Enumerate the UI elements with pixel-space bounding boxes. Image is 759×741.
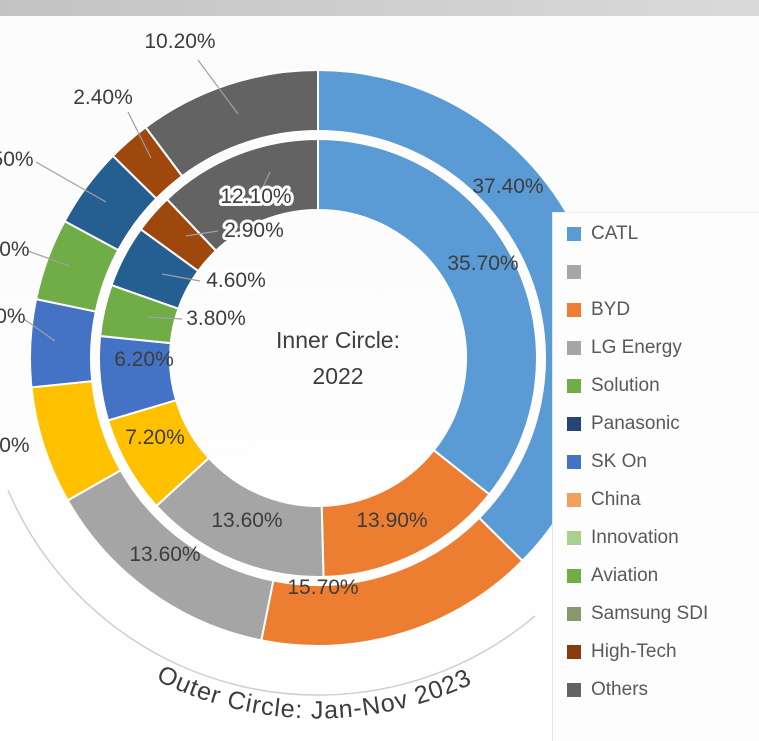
segment-inner-catl	[317, 138, 539, 496]
label-leader-line	[35, 161, 107, 203]
data-label-inner-china-innovation-aviation: 3.80%	[186, 307, 246, 330]
label-leader-line	[147, 316, 183, 320]
legend-item-solution: Solution	[567, 367, 759, 405]
legend-item-panasonic: Panasonic	[567, 405, 759, 443]
legend-label: Samsung SDI	[591, 603, 709, 624]
legend-swatch-icon	[567, 303, 581, 317]
legend-label: SK On	[591, 451, 647, 472]
data-label-inner-samsung-sdi: 4.60%	[206, 269, 266, 292]
legend-label: LG Energy	[591, 337, 682, 358]
legend-label: Aviation	[591, 565, 659, 586]
legend-item-others: Others	[567, 671, 759, 709]
data-label-inner-high-tech: 2.90%	[224, 219, 284, 242]
segment-outer-catl	[317, 69, 607, 562]
center-label: Inner Circle: 2022	[276, 323, 400, 394]
outer-ring-caption: Outer Circle: Jan-Nov 2023	[153, 660, 476, 725]
legend-label: CATL	[591, 223, 639, 244]
label-leader-line	[161, 273, 201, 282]
legend-swatch-icon	[567, 455, 581, 469]
data-label-outer-sk-on: 4.90%	[0, 305, 26, 328]
data-label-inner-sk-on: 6.20%	[114, 348, 174, 371]
label-leader-line	[261, 171, 271, 190]
segment-outer-sk-on	[29, 298, 97, 389]
legend-label: Innovation	[591, 527, 679, 548]
legend-swatch-icon	[567, 341, 581, 355]
legend-swatch-icon	[567, 417, 581, 431]
center-label-line1: Inner Circle:	[276, 326, 400, 353]
data-label-outer-lg-energy-solution: 13.60%	[129, 543, 200, 566]
photo-edge-strip	[0, 0, 759, 16]
legend-swatch-icon	[567, 531, 581, 545]
label-leader-line	[27, 250, 71, 267]
data-label-outer-catl: 37.40%	[472, 175, 543, 198]
legend-label: Solution	[591, 375, 660, 396]
legend-item-samsung-sdi: Samsung SDI	[567, 595, 759, 633]
label-leader-line	[23, 318, 56, 342]
legend-item-lg-energy: LG Energy	[567, 329, 759, 367]
legend-item-high-tech: High-Tech	[567, 633, 759, 671]
legend-item-innovation: Innovation	[567, 519, 759, 557]
data-label-outer-samsung-sdi: 4.50%	[0, 148, 34, 171]
label-leader-line	[197, 59, 239, 115]
data-label-inner-catl: 35.70%	[447, 252, 518, 275]
legend: CATL BYD LG Energy Solution Panasonic SK On Ch…	[552, 212, 759, 741]
legend-swatch-icon	[567, 683, 581, 697]
legend-item-china: China	[567, 481, 759, 519]
label-leader-line	[185, 230, 219, 237]
legend-label: High-Tech	[591, 641, 677, 662]
segment-outer-others	[144, 69, 319, 178]
legend-swatch-icon	[567, 379, 581, 393]
segment-inner-others	[166, 138, 319, 252]
decor-arc	[7, 489, 536, 696]
legend-item-blank	[567, 253, 759, 291]
data-label-inner-byd: 13.90%	[356, 509, 427, 532]
legend-item-aviation: Aviation	[567, 557, 759, 595]
legend-swatch-icon	[567, 227, 581, 241]
data-label-inner-lg-energy-solution: 13.60%	[211, 509, 282, 532]
center-label-line2: 2022	[312, 362, 364, 389]
legend-item-catl: CATL	[567, 215, 759, 253]
data-label-outer-panasonic: 6.60%	[0, 434, 30, 457]
legend-item-sk-on: SK On	[567, 443, 759, 481]
legend-swatch-icon	[567, 265, 581, 279]
legend-label: China	[591, 489, 641, 510]
data-label-outer-byd: 15.70%	[287, 576, 358, 599]
data-label-inner-others: 12.10%	[220, 185, 291, 208]
legend-label: Others	[591, 679, 649, 700]
legend-label: BYD	[591, 299, 631, 320]
legend-swatch-icon	[567, 493, 581, 507]
legend-swatch-icon	[567, 607, 581, 621]
label-leader-line	[127, 111, 152, 159]
data-label-outer-high-tech: 2.40%	[73, 86, 133, 109]
data-label-outer-others: 10.20%	[144, 30, 215, 53]
legend-swatch-icon	[567, 645, 581, 659]
data-label-outer-china-innovation-aviation: 4.60%	[0, 238, 30, 261]
legend-item-byd: BYD	[567, 291, 759, 329]
legend-swatch-icon	[567, 569, 581, 583]
data-label-inner-panasonic: 7.20%	[125, 426, 185, 449]
legend-label: Panasonic	[591, 413, 680, 434]
